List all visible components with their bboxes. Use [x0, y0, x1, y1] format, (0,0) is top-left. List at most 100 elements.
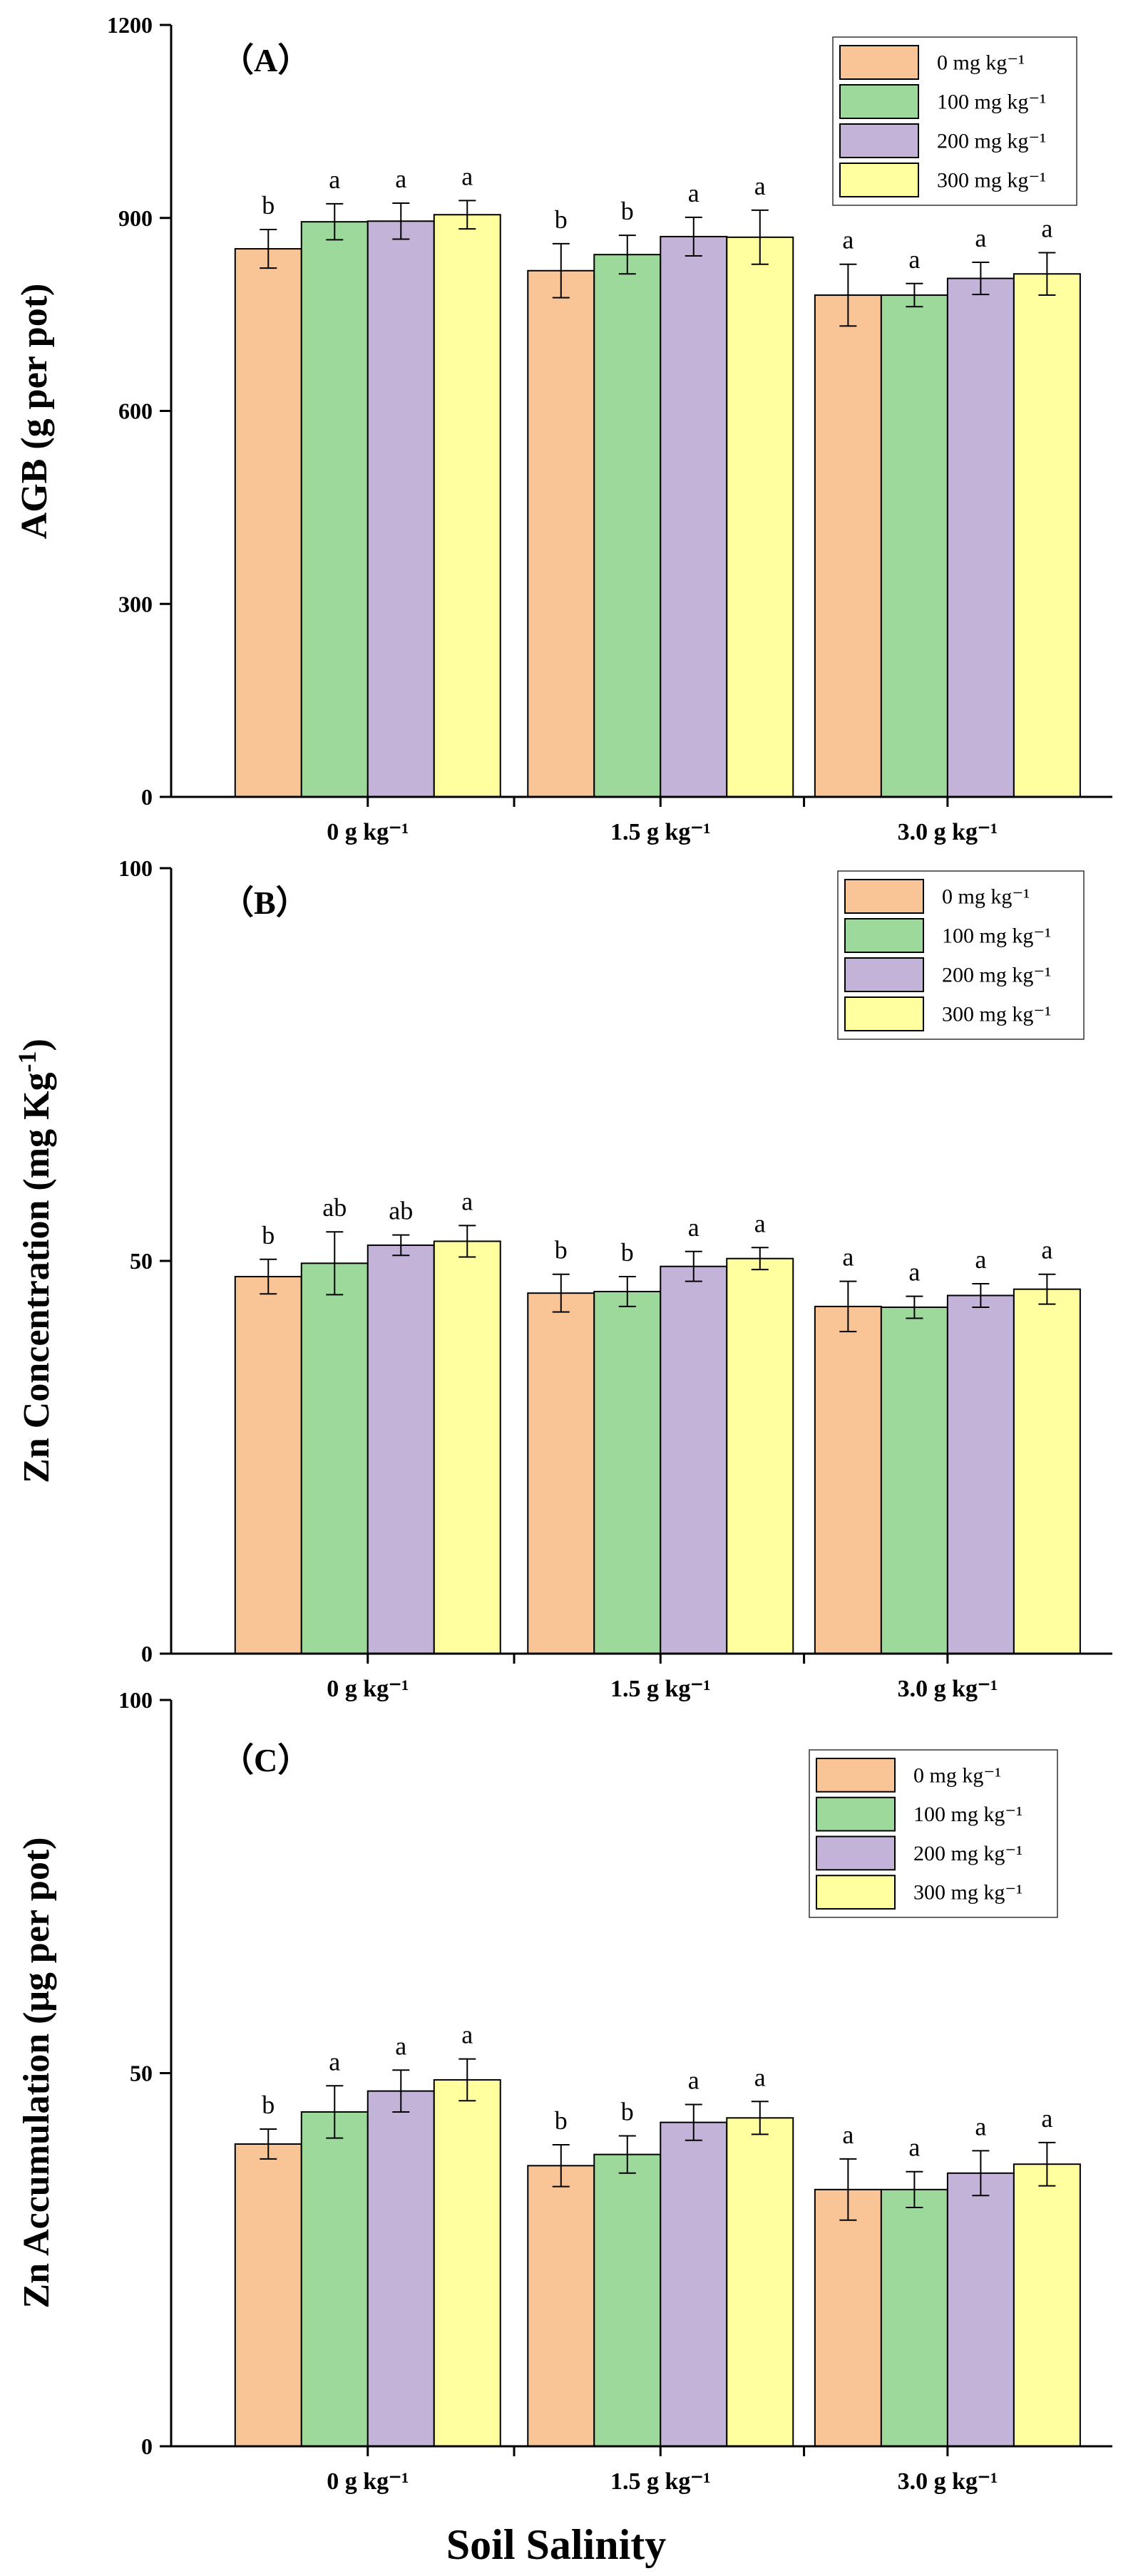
y-tick-label: 50 — [130, 1248, 153, 1274]
significance-letter: a — [395, 165, 406, 193]
error-bar — [685, 2103, 702, 2141]
legend: 0 mg kg⁻¹ 100 mg kg⁻¹ 200 mg kg⁻¹ 300 mg kg… — [832, 36, 1077, 206]
error-bar — [751, 1247, 769, 1271]
error-bar — [552, 1273, 570, 1313]
legend-label: 100 mg kg⁻¹ — [942, 924, 1051, 948]
bar-3-series-3 — [946, 277, 1015, 798]
bar-3-series-2 — [880, 1307, 948, 1654]
legend-label: 200 mg kg⁻¹ — [942, 964, 1051, 987]
legend: 0 mg kg⁻¹ 100 mg kg⁻¹ 200 mg kg⁻¹ 300 mg kg… — [809, 1749, 1058, 1918]
significance-letter: b — [621, 1238, 634, 1267]
significance-letter: a — [842, 2121, 854, 2149]
legend-swatch — [816, 1835, 896, 1871]
error-bar — [685, 1250, 702, 1282]
significance-letter: a — [908, 2133, 920, 2162]
bar-2-series-1 — [527, 1292, 595, 1654]
x-tick-label: 1.5 g kg⁻¹ — [610, 819, 711, 845]
error-bar — [392, 202, 410, 240]
y-tick-label: 0 — [141, 1641, 153, 1666]
significance-letter: a — [754, 1209, 766, 1237]
bar-2-series-3 — [660, 2121, 728, 2448]
legend-label: 0 mg kg⁻¹ — [913, 1763, 1001, 1787]
significance-letter: ab — [389, 1197, 413, 1225]
error-bar — [326, 1231, 344, 1296]
error-bar — [1038, 2141, 1056, 2187]
error-bar — [260, 1258, 277, 1295]
significance-letter: a — [908, 245, 920, 274]
error-bar — [1038, 252, 1056, 297]
bar-3-series-3 — [946, 2172, 1015, 2448]
error-bar — [458, 1225, 476, 1258]
significance-letter: a — [1041, 214, 1052, 242]
error-bar — [972, 262, 990, 296]
legend-label: 0 mg kg⁻¹ — [937, 51, 1025, 75]
legend-label: 300 mg kg⁻¹ — [913, 1881, 1023, 1905]
bar-3-series-4 — [1013, 273, 1081, 798]
error-bar — [392, 2069, 410, 2113]
significance-letter: b — [621, 2097, 634, 2126]
legend-swatch — [816, 1796, 896, 1832]
x-tick-label: 3.0 g kg⁻¹ — [898, 819, 998, 845]
legend: 0 mg kg⁻¹ 100 mg kg⁻¹ 200 mg kg⁻¹ 300 mg kg… — [837, 870, 1085, 1040]
bar-2-series-4 — [726, 1257, 794, 1654]
error-bar — [618, 235, 636, 275]
bar-2-series-4 — [726, 2117, 794, 2448]
x-tick-label: 3.0 g kg⁻¹ — [898, 1676, 998, 1702]
bar-1-series-4 — [433, 2078, 501, 2448]
legend-label: 200 mg kg⁻¹ — [913, 1842, 1023, 1865]
x-axis-title: Soil Salinity — [446, 2521, 666, 2568]
error-bar — [458, 2058, 476, 2102]
panel-label: （C） — [221, 1742, 310, 1778]
legend-swatch — [844, 918, 924, 953]
bar-1-series-1 — [234, 2143, 302, 2448]
bar-2-series-2 — [593, 254, 662, 798]
bar-2-series-2 — [593, 1290, 662, 1655]
legend-label: 100 mg kg⁻¹ — [913, 1803, 1023, 1826]
error-bar — [618, 2135, 636, 2174]
error-bar — [839, 1280, 857, 1333]
significance-letter: a — [461, 162, 473, 190]
bar-2-series-1 — [527, 2165, 595, 2447]
error-bar — [906, 282, 923, 308]
bar-1-series-4 — [433, 214, 501, 798]
error-bar — [906, 1295, 923, 1319]
error-bar — [326, 2085, 344, 2139]
significance-letter: b — [555, 2106, 568, 2135]
bar-1-series-2 — [300, 221, 369, 798]
significance-letter: a — [842, 1243, 854, 1272]
y-tick-label: 100 — [118, 855, 153, 881]
bar-3-series-1 — [814, 1305, 882, 1655]
error-bar — [972, 2150, 990, 2197]
significance-letter: a — [908, 1258, 920, 1287]
error-bar — [618, 1276, 636, 1307]
legend-label: 300 mg kg⁻¹ — [942, 1003, 1051, 1026]
legend-swatch — [844, 879, 924, 914]
legend-swatch — [844, 996, 924, 1031]
y-tick-label: 100 — [118, 1687, 153, 1713]
significance-letter: a — [461, 1187, 473, 1215]
legend-swatch — [839, 123, 919, 158]
legend-label: 100 mg kg⁻¹ — [937, 91, 1046, 114]
bar-3-series-1 — [814, 294, 882, 798]
significance-letter: ab — [322, 1193, 347, 1222]
error-bar — [552, 242, 570, 299]
x-tick-label: 3.0 g kg⁻¹ — [898, 2468, 998, 2495]
bar-2-series-3 — [660, 1265, 728, 1654]
bar-2-series-4 — [726, 236, 794, 798]
error-bar — [906, 2170, 923, 2208]
error-bar — [1038, 1273, 1056, 1305]
bar-1-series-3 — [367, 2090, 435, 2447]
y-axis-title: Zn Accumulation (μg per pot) — [16, 1837, 57, 2308]
bar-3-series-3 — [946, 1294, 1015, 1655]
significance-letter: a — [975, 2112, 986, 2140]
error-bar — [260, 2128, 277, 2160]
error-bar — [326, 202, 344, 241]
significance-letter: b — [555, 205, 568, 234]
y-axis-title: Zn Concentration (mg Kg-1) — [13, 1039, 57, 1483]
error-bar — [839, 263, 857, 327]
bar-1-series-1 — [234, 248, 302, 798]
bar-1-series-3 — [367, 1244, 435, 1654]
x-tick-label: 0 g kg⁻¹ — [327, 2468, 409, 2495]
error-bar — [458, 200, 476, 230]
